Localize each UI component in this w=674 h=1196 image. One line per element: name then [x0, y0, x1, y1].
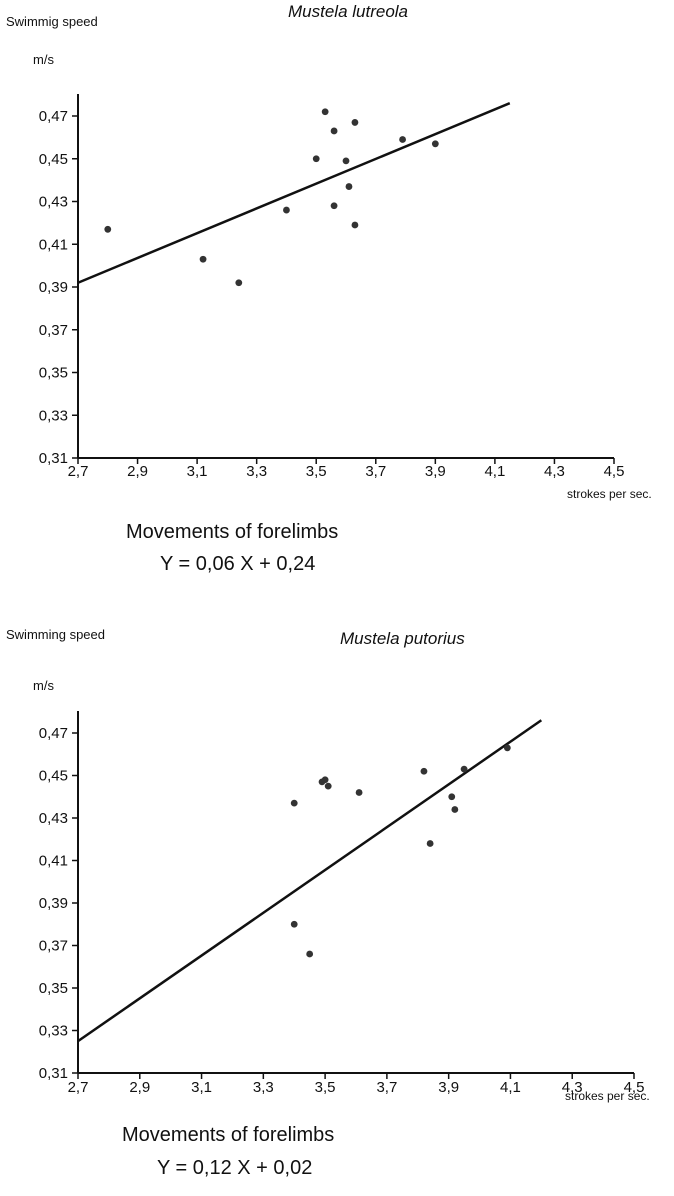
data-point	[290, 920, 298, 928]
data-point	[290, 799, 298, 807]
x-tick-label: 4,5	[604, 463, 625, 480]
data-point	[351, 221, 359, 229]
y-tick-label: 0,39	[39, 895, 68, 912]
x-tick-label: 3,5	[306, 463, 327, 480]
data-point	[420, 767, 428, 775]
x-tick-label: 3,3	[253, 1079, 274, 1096]
data-point	[503, 744, 511, 752]
y-axis-label: Swimmig speed	[6, 14, 98, 29]
x-axis-unit: strokes per sec.	[565, 1089, 650, 1103]
y-tick-label: 0,41	[39, 236, 68, 253]
y-tick-label: 0,37	[39, 938, 68, 955]
data-point	[321, 776, 329, 784]
x-tick-label: 3,9	[438, 1079, 459, 1096]
x-tick-label: 2,9	[127, 463, 148, 480]
data-point	[321, 108, 329, 116]
data-point	[324, 782, 332, 790]
chart-mustela-putorius: 0,31 0,33 0,35 0,37 0,39 0,41 0,43 0,45 0,47 2,7 2…	[0, 598, 674, 1196]
data-point	[399, 136, 406, 143]
x-tick-label: 4,5	[624, 1079, 645, 1096]
regression-line	[77, 719, 543, 1043]
data-point	[351, 119, 359, 126]
plot-svg-putorius: 0,31 0,33 0,35 0,37 0,39 0,41 0,43 0,45 0,47 2,7 2…	[39, 711, 645, 1096]
x-axis-unit: strokes per sec.	[567, 487, 652, 501]
x-tick-label: 3,3	[246, 463, 267, 480]
data-point	[426, 840, 434, 847]
y-tick-label: 0,43	[39, 194, 68, 211]
data-point	[330, 127, 338, 135]
regression-equation: Y = 0,12 X + 0,02	[157, 1157, 313, 1179]
data-point	[345, 183, 353, 190]
y-tick-label: 0,43	[39, 810, 68, 827]
y-tick-label: 0,47	[39, 725, 68, 742]
x-tick-label: 3,7	[376, 1079, 397, 1096]
data-point	[448, 793, 456, 801]
y-axis-unit: m/s	[33, 52, 54, 67]
chart-title: Mustela putorius	[340, 629, 465, 648]
x-tick-label: 4,3	[562, 1079, 583, 1096]
y-tick-label: 0,45	[39, 151, 68, 168]
chart-mustela-lutreola: 0,31 0,33 0,35 0,37 0,39 0,41 0,43 0,45 0,47 2,7 2…	[6, 2, 652, 575]
y-tick-label: 0,31	[39, 450, 68, 467]
x-tick-label: 4,3	[544, 463, 565, 480]
y-tick-label: 0,37	[39, 322, 68, 339]
data-point	[104, 225, 112, 233]
regression-line	[77, 102, 511, 284]
x-tick-label: 2,9	[129, 1079, 150, 1096]
y-tick-label: 0,33	[39, 1023, 68, 1040]
y-tick-label: 0,33	[39, 407, 68, 424]
data-point	[330, 202, 338, 210]
x-tick-label: 2,7	[68, 1079, 89, 1096]
chart-caption: Movements of forelimbs	[122, 1124, 335, 1146]
data-point	[312, 155, 320, 163]
chart-caption: Movements of forelimbs	[126, 521, 339, 543]
x-tick-label: 3,9	[425, 463, 446, 480]
regression-equation: Y = 0,06 X + 0,24	[160, 553, 316, 575]
y-tick-label: 0,47	[39, 108, 68, 125]
data-point	[235, 279, 243, 287]
x-tick-label: 3,1	[191, 1079, 212, 1096]
chart-title: Mustela lutreola	[288, 2, 409, 21]
y-tick-label: 0,31	[39, 1065, 68, 1082]
y-axis-unit: m/s	[33, 678, 54, 693]
data-point	[355, 789, 363, 796]
x-tick-label: 4,1	[500, 1079, 521, 1096]
data-point	[460, 765, 468, 773]
data-point	[283, 206, 290, 214]
y-tick-label: 0,39	[39, 279, 68, 296]
x-tick-label: 3,1	[187, 463, 208, 480]
y-axis-label: Swimming speed	[6, 627, 105, 642]
x-tick-label: 2,7	[68, 463, 89, 480]
plot-svg-lutreola: 0,31 0,33 0,35 0,37 0,39 0,41 0,43 0,45 0,47 2,7 2…	[39, 94, 625, 480]
y-tick-label: 0,35	[39, 980, 68, 997]
x-tick-label: 3,7	[365, 463, 386, 480]
y-tick-label: 0,45	[39, 768, 68, 785]
y-tick-label: 0,35	[39, 365, 68, 382]
data-point	[342, 157, 350, 165]
data-point	[431, 140, 439, 148]
data-point	[306, 950, 314, 958]
y-tick-label: 0,41	[39, 853, 68, 870]
x-tick-label: 4,1	[484, 463, 505, 480]
data-point	[199, 255, 207, 263]
x-tick-label: 3,5	[315, 1079, 336, 1096]
data-point	[451, 806, 459, 813]
